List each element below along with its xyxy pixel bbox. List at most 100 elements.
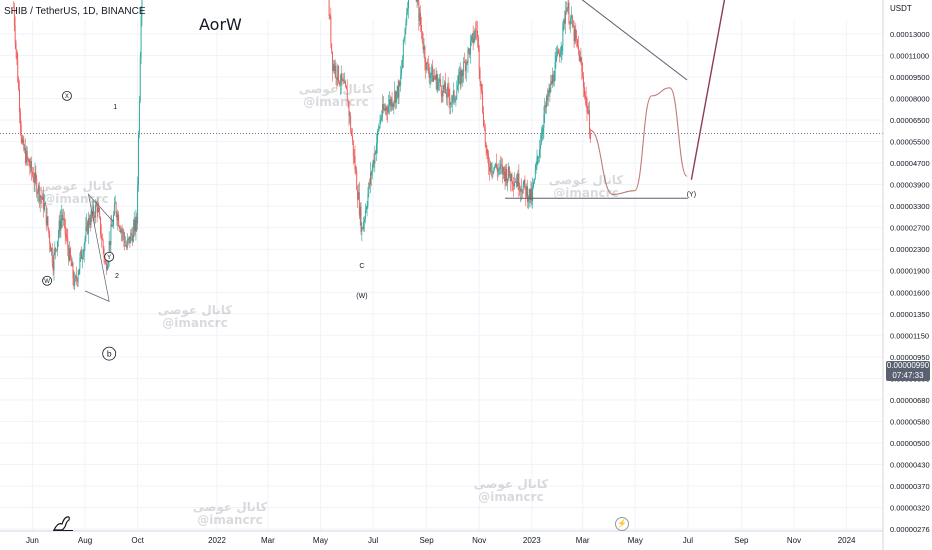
candle-body — [339, 84, 341, 85]
candle-body — [395, 91, 397, 103]
candle-body — [346, 88, 348, 101]
candle-body — [85, 226, 87, 239]
candle-body — [490, 163, 492, 172]
candle-body — [536, 156, 538, 165]
candle-body — [422, 41, 424, 50]
tradingview-dino-icon[interactable] — [52, 514, 74, 532]
candle-body — [428, 71, 430, 78]
candle-body — [114, 202, 116, 204]
candle-body — [134, 220, 136, 232]
candle-body — [65, 234, 67, 237]
watermark-line2: @imancrc — [197, 513, 263, 527]
candle-body — [368, 183, 370, 194]
candle-body — [498, 168, 500, 170]
candle-body — [71, 263, 73, 267]
candle-body — [420, 13, 421, 26]
candle-body — [89, 224, 91, 226]
candle-body — [125, 245, 127, 246]
candle-body — [84, 238, 86, 245]
candle-body — [479, 70, 481, 82]
candle-body — [442, 84, 444, 97]
candle-body — [33, 180, 35, 183]
lightning-icon[interactable]: ⚡ — [615, 517, 629, 531]
candle-body — [359, 206, 361, 216]
candle-body — [390, 98, 392, 106]
candle-body — [508, 166, 510, 177]
candle-body — [400, 74, 402, 86]
time-tick-label: Mar — [261, 536, 275, 545]
candle-body — [560, 51, 562, 53]
candle-body — [449, 97, 451, 105]
candle-body — [458, 71, 460, 76]
candle-body — [355, 169, 357, 172]
candle-body — [75, 275, 76, 279]
candle-body — [39, 195, 41, 202]
candle-body — [330, 16, 332, 44]
candle-body — [478, 46, 480, 71]
candle-body — [25, 150, 27, 164]
candle-body — [68, 248, 70, 261]
candle-body — [493, 167, 495, 173]
candle-body — [60, 218, 62, 231]
candle-body — [531, 188, 533, 201]
candle-body — [138, 134, 139, 186]
candle-body — [581, 62, 583, 72]
candle-body — [99, 211, 101, 217]
candle-body — [575, 29, 577, 38]
chart-drawings — [84, 0, 726, 302]
candle-body — [27, 158, 29, 160]
candle-body — [373, 160, 375, 164]
candle-body — [78, 268, 80, 275]
candle-body — [505, 168, 507, 182]
candle-body — [514, 182, 516, 183]
candle-body — [564, 11, 566, 24]
candle-body — [558, 53, 560, 57]
candle-body — [484, 126, 486, 143]
candle-body — [403, 38, 405, 40]
candle-body — [31, 161, 33, 172]
candle-body — [568, 2, 570, 23]
candle-body — [342, 80, 344, 81]
price-tick-label: 0.00000276 — [890, 525, 930, 534]
candle-body — [446, 86, 448, 98]
symbol-title: SHIB / TetherUS, 1D, BINANCE — [4, 6, 146, 17]
candle-body — [510, 173, 512, 182]
candle-body — [585, 96, 587, 99]
candle-body — [55, 247, 57, 250]
candle-body — [366, 206, 368, 210]
candle-body — [462, 75, 464, 77]
candle-body — [566, 8, 568, 12]
candle-body — [586, 98, 588, 113]
watermark-5: کانال عوصی @imancrc — [471, 478, 551, 504]
candle-body — [395, 91, 396, 103]
candle-body — [59, 220, 61, 231]
candle-body — [351, 135, 353, 141]
candle-body — [341, 73, 343, 81]
candle-body — [375, 151, 377, 154]
candle-body — [425, 61, 427, 70]
candle-body — [559, 52, 561, 57]
candle-body — [555, 56, 557, 63]
time-tick-label: Jul — [368, 536, 378, 545]
watermark-line1: کانال عوصی — [192, 500, 268, 514]
candle-body — [43, 194, 45, 211]
time-axis[interactable]: Jun Aug Oct 2022 Mar May Jul Sep Nov 2023 Mar May Ju… — [26, 536, 856, 545]
current-price-value: 0.00000990 — [886, 361, 930, 370]
candle-body — [567, 2, 569, 9]
candle-body — [500, 164, 502, 166]
candle-body — [508, 166, 509, 179]
candle-body — [97, 207, 99, 213]
candle-body — [583, 87, 585, 97]
candle-body — [100, 234, 102, 239]
candle-body — [511, 173, 513, 184]
candle-body — [392, 104, 394, 107]
candle-body — [464, 62, 466, 72]
candle-body — [529, 188, 531, 200]
watermark-1: کانال عوصی @imancrc — [36, 180, 116, 206]
candle-body — [56, 249, 58, 251]
candle-body — [491, 171, 493, 172]
candle-body — [81, 250, 83, 259]
candle-body — [437, 82, 439, 90]
candle-body — [378, 127, 380, 129]
